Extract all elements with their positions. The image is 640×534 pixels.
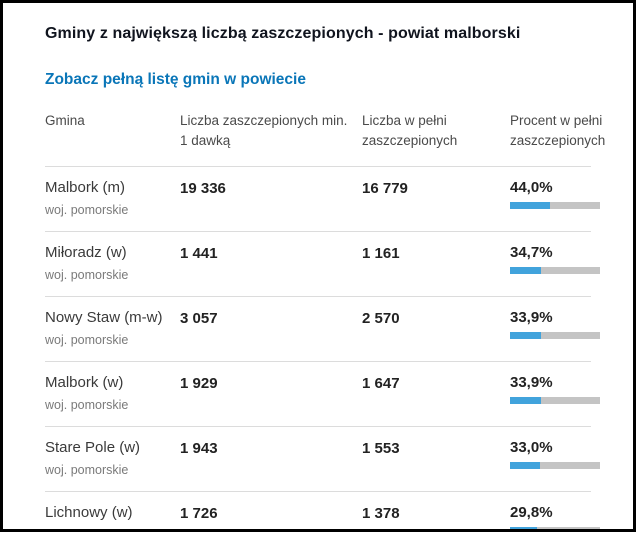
progress-bar xyxy=(510,526,600,529)
progress-bar xyxy=(510,266,600,274)
gmina-region: woj. pomorskie xyxy=(45,267,129,282)
full-value: 2 570 xyxy=(362,309,400,327)
gmina-cell: Lichnowy (w) woj. pomorskie xyxy=(45,503,180,530)
gmina-region: woj. pomorskie xyxy=(45,462,129,477)
dose1-value: 1 943 xyxy=(180,439,218,457)
gmina-cell: Miłoradz (w) woj. pomorskie xyxy=(45,244,180,282)
progress-bar-fill xyxy=(510,201,550,209)
gmina-region: woj. pomorskie xyxy=(45,202,129,217)
table-row: Lichnowy (w) woj. pomorskie 1 726 1 378 … xyxy=(45,492,600,530)
progress-bar xyxy=(510,461,600,469)
percent-value: 33,9% xyxy=(510,308,553,326)
table-row: Nowy Staw (m-w) woj. pomorskie 3 057 2 5… xyxy=(45,297,600,362)
full-list-link[interactable]: Zobacz pełną listę gmin w powiecie xyxy=(45,71,306,88)
percent-value: 33,9% xyxy=(510,373,553,391)
percent-cell: 44,0% xyxy=(510,179,600,217)
percent-value: 34,7% xyxy=(510,243,553,261)
column-header-full: Liczba w pełni zaszczepionych xyxy=(362,113,458,149)
percent-value: 29,8% xyxy=(510,503,553,521)
progress-bar-fill xyxy=(510,331,541,339)
percent-cell: 33,9% xyxy=(510,309,600,347)
percent-value: 33,0% xyxy=(510,438,553,456)
percent-cell: 34,7% xyxy=(510,244,600,282)
dose1-value: 3 057 xyxy=(180,309,218,327)
gmina-cell: Malbork (m) woj. pomorskie xyxy=(45,179,180,217)
vaccination-widget: Gminy z największą liczbą zaszczepionych… xyxy=(3,3,633,530)
progress-bar xyxy=(510,396,600,404)
full-value: 1 647 xyxy=(362,374,400,392)
gmina-name: Malbork (w) xyxy=(45,373,124,391)
full-value: 1 161 xyxy=(362,244,400,262)
column-header-gmina: Gmina xyxy=(45,113,85,128)
gmina-name: Lichnowy (w) xyxy=(45,503,133,521)
gmina-table: Gmina Liczba zaszczepionych min. 1 dawką… xyxy=(45,111,605,530)
full-value: 1 378 xyxy=(362,504,400,522)
table-row: Malbork (w) woj. pomorskie 1 929 1 647 3… xyxy=(45,362,600,427)
gmina-cell: Stare Pole (w) woj. pomorskie xyxy=(45,439,180,477)
table-header-row: Gmina Liczba zaszczepionych min. 1 dawką… xyxy=(45,111,605,167)
gmina-name: Miłoradz (w) xyxy=(45,243,127,261)
full-value: 16 779 xyxy=(362,179,408,197)
percent-cell: 33,0% xyxy=(510,439,600,477)
column-header-percent: Procent w pełni zaszczepionych xyxy=(510,113,606,149)
dose1-value: 1 929 xyxy=(180,374,218,392)
percent-cell: 33,9% xyxy=(510,374,600,412)
gmina-name: Nowy Staw (m-w) xyxy=(45,308,163,326)
table-row: Stare Pole (w) woj. pomorskie 1 943 1 55… xyxy=(45,427,600,492)
dose1-value: 19 336 xyxy=(180,179,226,197)
gmina-name: Stare Pole (w) xyxy=(45,438,141,456)
gmina-cell: Nowy Staw (m-w) woj. pomorskie xyxy=(45,309,180,347)
progress-bar-fill xyxy=(510,396,541,404)
dose1-value: 1 441 xyxy=(180,244,218,262)
gmina-cell: Malbork (w) woj. pomorskie xyxy=(45,374,180,412)
table-row: Malbork (m) woj. pomorskie 19 336 16 779… xyxy=(45,167,600,232)
gmina-name: Malbork (m) xyxy=(45,178,126,196)
dose1-value: 1 726 xyxy=(180,504,218,522)
gmina-region: woj. pomorskie xyxy=(45,332,129,347)
progress-bar-fill xyxy=(510,461,540,469)
progress-bar xyxy=(510,331,600,339)
progress-bar xyxy=(510,201,600,209)
percent-value: 44,0% xyxy=(510,178,553,196)
progress-bar-fill xyxy=(510,526,537,529)
progress-bar-fill xyxy=(510,266,542,274)
page-title: Gminy z największą liczbą zaszczepionych… xyxy=(45,25,521,42)
percent-cell: 29,8% xyxy=(510,503,600,529)
table-row: Miłoradz (w) woj. pomorskie 1 441 1 161 … xyxy=(45,232,600,297)
full-value: 1 553 xyxy=(362,439,400,457)
gmina-region: woj. pomorskie xyxy=(45,397,129,412)
column-header-dose1: Liczba zaszczepionych min. 1 dawką xyxy=(180,113,348,149)
gmina-region: woj. pomorskie xyxy=(45,528,180,530)
